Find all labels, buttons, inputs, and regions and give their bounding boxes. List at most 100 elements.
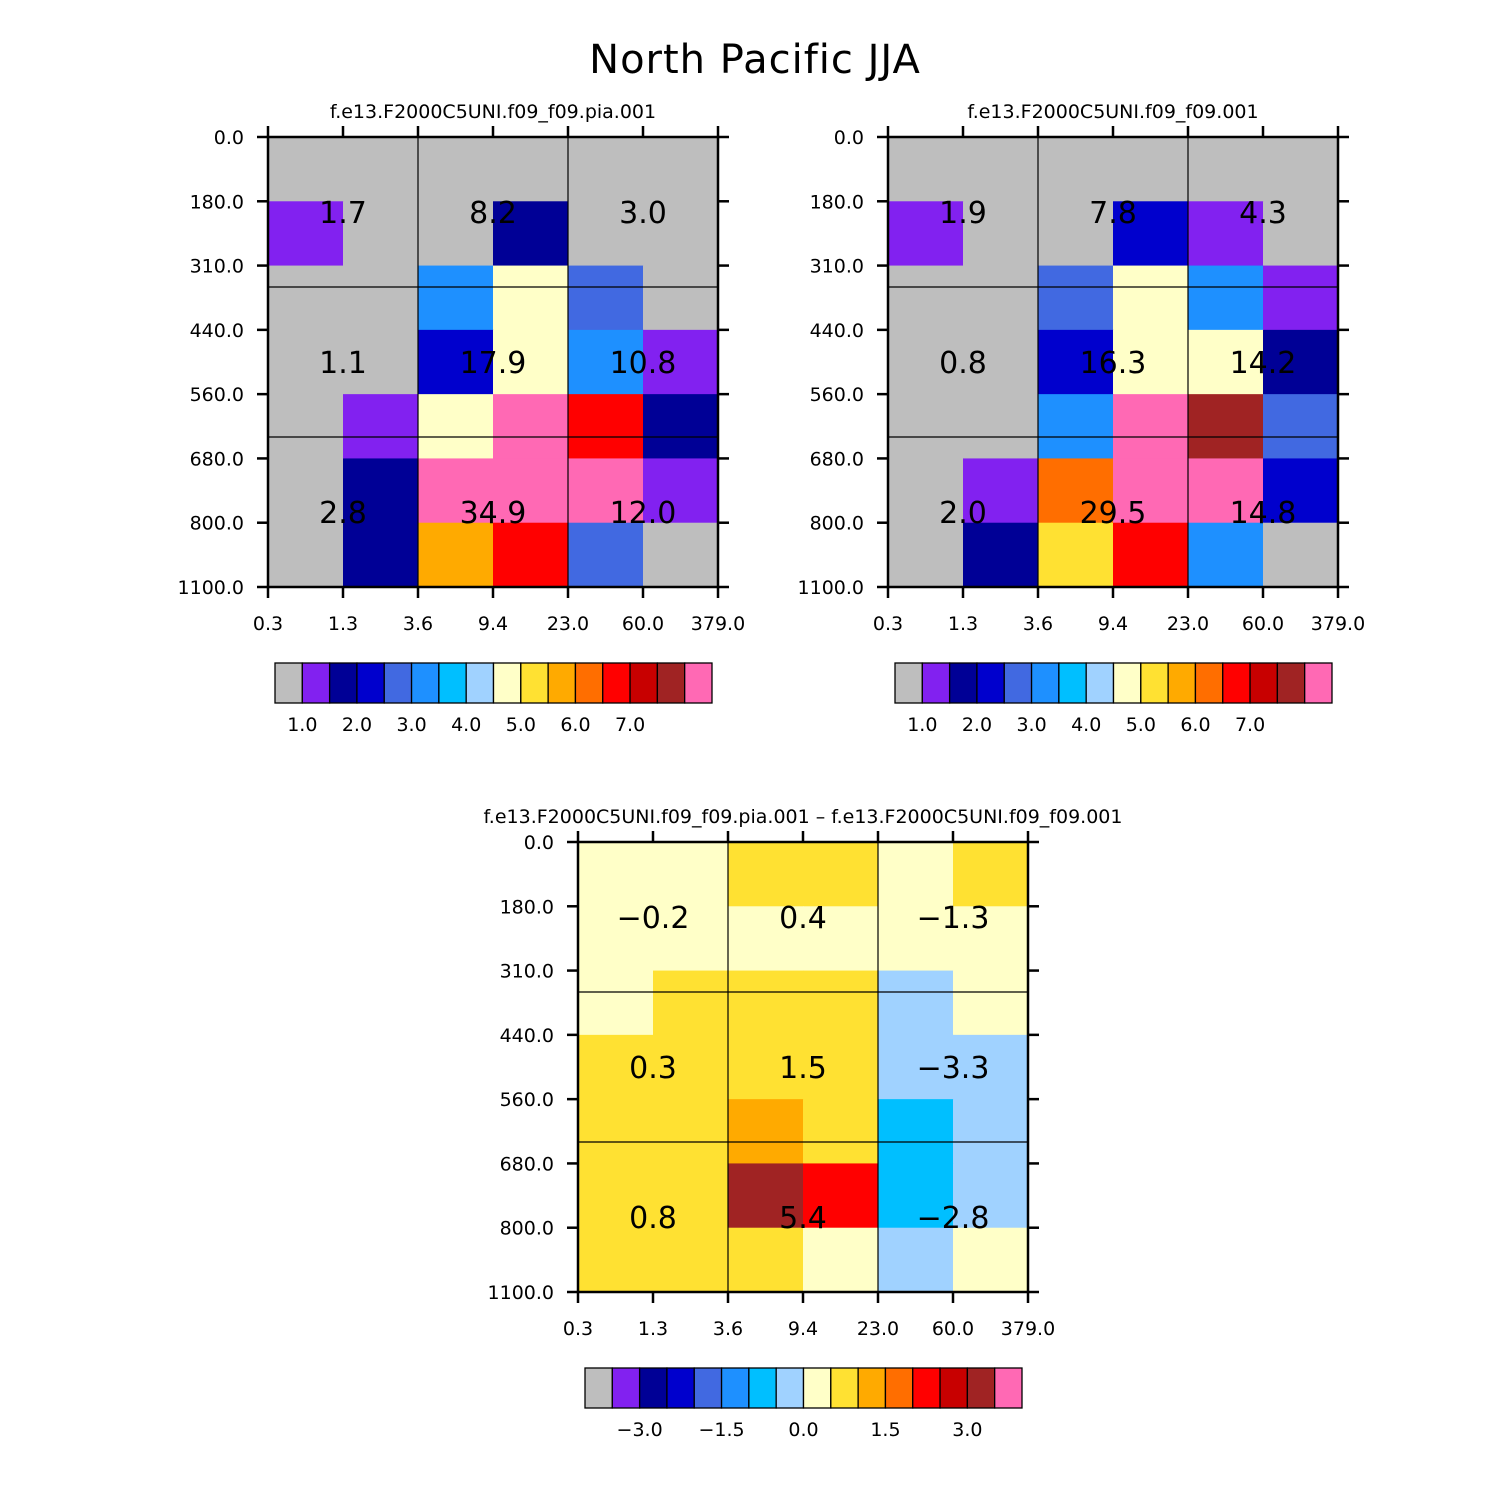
heatmap-cell	[578, 906, 654, 972]
heatmap-cell	[343, 137, 419, 202]
y-tick-label: 680.0	[500, 1153, 554, 1175]
heatmap-cell	[653, 1099, 729, 1165]
heatmap-cell	[493, 137, 569, 202]
heatmap-cell	[578, 1099, 654, 1165]
colorbar-swatch	[684, 662, 713, 704]
colorbar-swatch	[611, 1367, 641, 1409]
box-value-label: 3.0	[619, 196, 667, 231]
heatmap-cell	[953, 906, 1029, 972]
box-value-label: 8.2	[469, 196, 517, 231]
heatmap-cell	[728, 1163, 804, 1229]
heatmap-cell	[493, 201, 569, 267]
colorbar-label: −1.5	[698, 1419, 744, 1441]
colorbar-label: 2.0	[342, 714, 372, 736]
heatmap-cell	[1188, 458, 1264, 524]
y-tick-label: 180.0	[190, 191, 244, 213]
heatmap-cell	[643, 137, 719, 202]
y-tick-label: 310.0	[190, 256, 244, 278]
heatmap-cell	[343, 522, 419, 588]
heatmap-cell	[728, 906, 804, 972]
colorbar-swatch	[966, 1367, 996, 1409]
heatmap-cell	[953, 1163, 1029, 1229]
heatmap-cell	[1038, 458, 1114, 524]
box-value-label: 4.3	[1239, 196, 1287, 231]
heatmap-cell	[568, 265, 644, 331]
x-tick-label: 60.0	[932, 1318, 974, 1340]
heatmap-cell	[878, 906, 954, 972]
heatmap-cell	[888, 522, 964, 588]
colorbar-swatch	[584, 1367, 613, 1409]
colorbar-swatch	[1304, 662, 1333, 704]
y-tick-label: 0.0	[524, 832, 554, 854]
heatmap-cell	[878, 1099, 954, 1165]
y-tick-label: 310.0	[810, 256, 864, 278]
y-tick-label: 560.0	[810, 384, 864, 406]
x-tick-label: 9.4	[1098, 613, 1128, 635]
colorbar-label: 2.0	[962, 714, 992, 736]
heatmap-cell	[343, 329, 419, 395]
box-value-label: 1.7	[319, 196, 367, 231]
heatmap-cell	[493, 265, 569, 331]
heatmap-cell	[1263, 458, 1339, 524]
heatmap-cell	[643, 329, 719, 395]
box-value-label: 1.5	[779, 1051, 827, 1086]
heatmap-cell	[888, 265, 964, 331]
heatmap-cell	[418, 329, 494, 395]
heatmap-cell	[1263, 394, 1339, 460]
colorbar-swatch	[492, 662, 522, 704]
heatmap-cell	[643, 394, 719, 460]
x-tick-label: 23.0	[547, 613, 589, 635]
colorbar-swatch	[948, 662, 978, 704]
main-title: North Pacific JJA	[589, 37, 921, 83]
y-tick-label: 680.0	[810, 448, 864, 470]
heatmap-cell	[493, 329, 569, 395]
x-tick-label: 0.3	[873, 613, 903, 635]
heatmap-cell	[1188, 137, 1264, 202]
heatmap-cell	[653, 1163, 729, 1229]
heatmap-cell	[578, 842, 654, 907]
x-tick-label: 3.6	[1023, 613, 1053, 635]
box-value-label: 1.1	[319, 346, 367, 381]
heatmap-cell	[803, 1163, 879, 1229]
heatmap-cell	[728, 1099, 804, 1165]
colorbar-label: 4.0	[1071, 714, 1101, 736]
heatmap-cell	[418, 522, 494, 588]
box-value-label: 29.5	[1080, 496, 1147, 531]
heatmap-cell	[1188, 201, 1264, 267]
heatmap-cell	[728, 842, 804, 907]
colorbar-swatch	[775, 1367, 805, 1409]
colorbar-swatch	[912, 1367, 941, 1409]
heatmap-cell	[418, 137, 494, 202]
heatmap-cell	[268, 458, 344, 524]
panel-pia-run: f.e13.F2000C5UNI.f09_f09.pia.001 0.3 1.3 3.…	[178, 101, 746, 736]
heatmap-cell	[728, 1034, 804, 1100]
heatmap-cell	[268, 329, 344, 395]
heatmap-cell	[888, 394, 964, 460]
heatmap-cell	[493, 394, 569, 460]
heatmap-cell	[728, 1227, 804, 1293]
colorbar-swatch	[884, 1367, 914, 1409]
heatmap-cell	[568, 329, 644, 395]
box-value-label: 0.8	[629, 1201, 677, 1236]
box-value-label: 10.8	[610, 346, 677, 381]
heatmap-cell	[268, 394, 344, 460]
colorbar-swatch	[574, 662, 604, 704]
y-tick-label: 1100.0	[178, 577, 244, 599]
box-value-label: −3.3	[917, 1051, 990, 1086]
x-tick-label: 3.6	[403, 613, 433, 635]
colorbar-swatch	[830, 1367, 859, 1409]
box-value-label: 12.0	[610, 496, 677, 531]
colorbar-swatch	[1249, 662, 1279, 704]
y-tick-label: 800.0	[810, 513, 864, 535]
heatmap-cell	[953, 1034, 1029, 1100]
colorbar-label: 7.0	[615, 714, 645, 736]
heatmap-cell	[268, 137, 344, 202]
heatmap-cell	[1038, 137, 1114, 202]
box-value-label: 0.3	[629, 1051, 677, 1086]
x-tick-label: 3.6	[713, 1318, 743, 1340]
heatmap-cell	[888, 458, 964, 524]
colorbar-swatch	[976, 662, 1005, 704]
colorbar-label: 5.0	[1126, 714, 1156, 736]
colorbar-swatch	[410, 662, 440, 704]
heatmap-cell	[268, 201, 344, 267]
